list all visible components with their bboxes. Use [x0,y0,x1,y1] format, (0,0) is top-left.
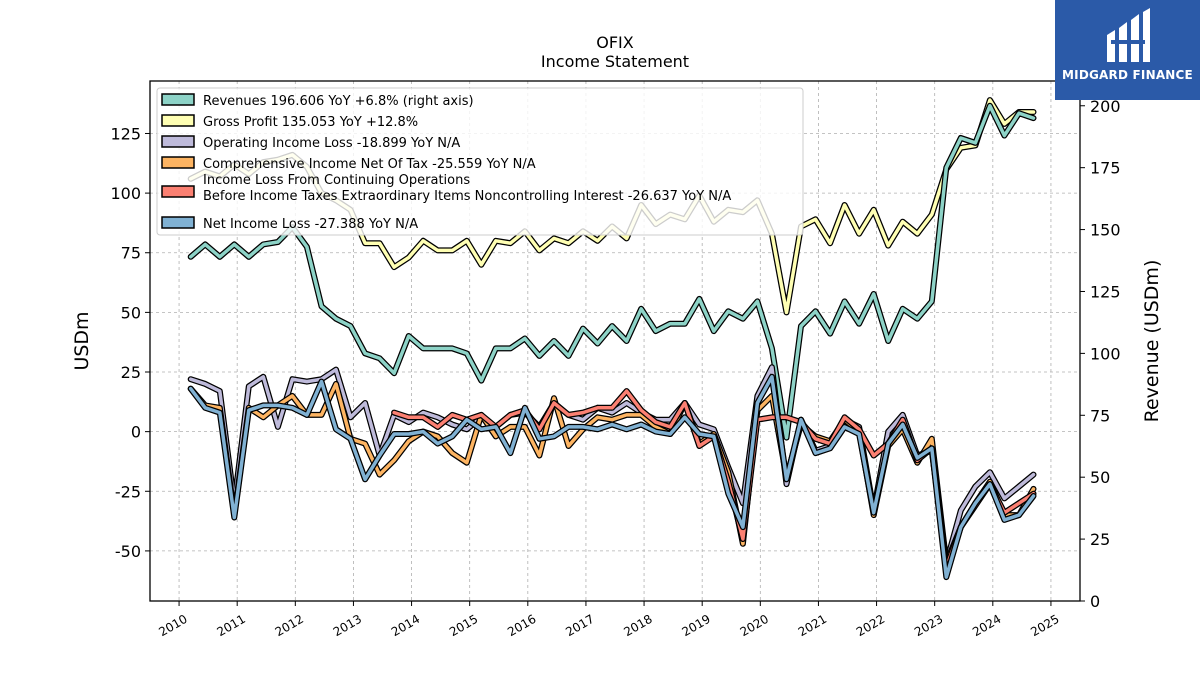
y-right-tick-label: 125 [1090,282,1121,301]
y-tick-label: 125 [110,124,141,143]
legend-entry-label: Comprehensive Income Net Of Tax -25.559 … [203,157,536,172]
legend-swatch [161,156,195,169]
x-tick-label: 2025 [1028,612,1061,639]
y-right-tick-label: 150 [1090,221,1121,240]
legend-entry-label: Gross Profit 135.053 YoY +12.8% [203,115,418,130]
x-tick-label: 2021 [796,612,829,639]
x-tick-label: 2018 [621,612,654,639]
x-tick-label: 2015 [447,612,480,639]
y-tick-label: 75 [121,244,141,263]
x-tick-label: 2012 [273,612,306,639]
y-axis-right-label: Revenue (USDm) [1141,260,1163,423]
x-tick-label: 2010 [156,612,189,639]
x-tick-label: 2017 [563,612,596,639]
chart-subtitle: Income Statement [541,52,689,71]
y-tick-label: -25 [115,482,141,501]
legend-entry-label: Income Loss From Continuing Operations [203,173,470,188]
series-operating-income-loss [187,364,1037,566]
legend-entry-label: Net Income Loss -27.388 YoY N/A [203,217,418,232]
series-line [188,375,1036,579]
x-tick-label: 2014 [389,612,422,639]
plot-frame [149,80,1081,602]
midgard-finance-logo: MIDGARD FINANCE [1055,0,1200,100]
y-right-tick-label: 0 [1090,592,1100,611]
y-right-tick-label: 200 [1090,97,1121,116]
y-tick-label: 25 [121,363,141,382]
y-tick-label: -50 [115,542,141,561]
legend-entry-label: Before Income Taxes Extraordinary Items … [203,189,731,204]
legend-swatch [161,185,195,198]
legend-entry-label: Revenues 196.606 YoY +6.8% (right axis) [203,94,474,109]
x-tick-label: 2020 [738,612,771,639]
series-revenues [187,102,1037,441]
x-tick-label: 2016 [505,612,538,639]
legend-box [156,87,804,236]
legend-swatch [161,93,195,106]
x-tick-label: 2019 [679,612,712,639]
x-tick-label: 2011 [214,612,247,639]
x-tick-label: 2013 [331,612,364,639]
y-tick-label: 50 [121,303,141,322]
series-line [188,104,1036,440]
legend-swatch [161,135,195,148]
y-axis-label: USDm [71,311,93,370]
legend-entry-label: Operating Income Loss -18.899 YoY N/A [203,136,460,151]
y-tick-label: 100 [110,184,141,203]
x-tick-label: 2022 [854,612,887,639]
series-net-income-loss [187,373,1037,581]
y-right-tick-label: 25 [1090,530,1110,549]
legend-swatch [161,216,195,229]
logo-mark-icon [1107,8,1150,62]
chart-title: OFIX [596,33,634,52]
y-right-tick-label: 100 [1090,344,1121,363]
x-tick-label: 2023 [912,612,945,639]
y-right-tick-label: 175 [1090,159,1121,178]
x-tick-label: 2024 [970,612,1003,639]
legend-swatch [161,114,195,127]
legend: Revenues 196.606 YoY +6.8% (right axis) G… [156,87,804,236]
series-line [188,365,1036,565]
y-right-tick-label: 50 [1090,468,1110,487]
y-right-tick-label: 75 [1090,406,1110,425]
y-tick-label: 0 [131,423,141,442]
